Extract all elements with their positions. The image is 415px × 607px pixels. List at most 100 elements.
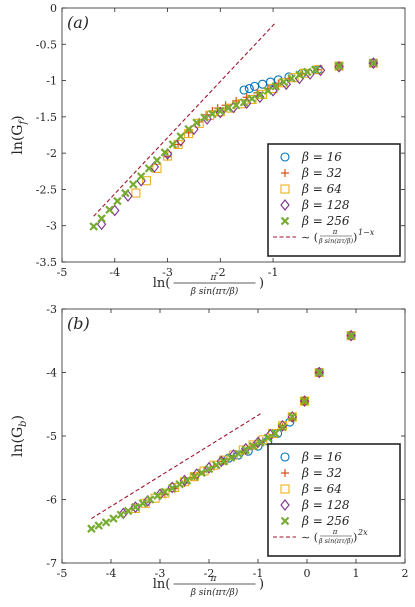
- data-point: [295, 70, 304, 80]
- x-tick-label: -2: [204, 567, 215, 580]
- data-point: [208, 109, 217, 119]
- x-tick-label: 0: [304, 567, 311, 580]
- data-point: [346, 331, 356, 340]
- data-point: [197, 468, 206, 478]
- legend-marker: [280, 452, 290, 462]
- data-point: [168, 140, 178, 149]
- legend-label: β = 32: [301, 166, 342, 180]
- data-point: [184, 124, 193, 134]
- x-label-close: ): [259, 577, 264, 592]
- x-tick-label: -5: [57, 266, 68, 279]
- data-point: [239, 98, 249, 107]
- data-point: [256, 438, 265, 447]
- data-point: [270, 429, 280, 438]
- data-point: [175, 479, 184, 489]
- y-tick-label: -3: [46, 220, 57, 233]
- x-label-numerator: π: [210, 273, 218, 283]
- data-point: [255, 90, 265, 100]
- legend-label: β = 64: [301, 482, 342, 496]
- y-tick-label: 0: [50, 2, 57, 15]
- data-point: [138, 499, 148, 508]
- data-point: [334, 60, 344, 73]
- data-point: [94, 521, 104, 530]
- panel-label: (b): [67, 314, 90, 333]
- legend-marker: [281, 469, 289, 477]
- x-tick-label: 1: [353, 567, 360, 580]
- legend-label: β = 128: [301, 198, 350, 212]
- legend-marker: [280, 484, 290, 494]
- y-tick-label: -5: [46, 430, 57, 443]
- data-point: [113, 196, 122, 206]
- y-axis-label: ln(Gf): [10, 115, 29, 154]
- data-point: [279, 77, 288, 87]
- data-point: [223, 103, 233, 113]
- y-tick-label: -6: [46, 494, 57, 507]
- data-point: [152, 156, 162, 165]
- legend-label: β = 256: [301, 514, 350, 528]
- data-point: [176, 132, 186, 141]
- legend-label: β = 32: [301, 466, 342, 480]
- legend-ref-num: π: [332, 228, 338, 236]
- legend-ref-exponent: 1−x: [358, 228, 375, 237]
- x-label-numerator: π: [210, 574, 218, 584]
- data-point: [247, 94, 257, 103]
- x-tick-label: -4: [109, 266, 120, 279]
- data-point: [97, 214, 106, 223]
- data-point: [315, 64, 326, 77]
- y-tick-label: -1.5: [36, 111, 57, 124]
- data-point: [288, 412, 297, 422]
- legend-marker: [280, 152, 290, 162]
- data-point: [160, 487, 170, 497]
- x-axis-label: ln(π β sin(πτ/β)): [153, 273, 264, 297]
- data-point: [226, 453, 236, 462]
- data-point: [160, 148, 170, 157]
- data-point: [234, 449, 243, 459]
- legend-ref-den: β sin(πτ/β): [318, 537, 354, 545]
- data-point: [109, 514, 118, 523]
- data-point: [369, 58, 378, 68]
- data-point: [244, 84, 254, 94]
- y-tick-label: -2.5: [36, 183, 57, 196]
- legend-ref-close: ): [353, 531, 357, 544]
- legend: β = 16 β = 32 β = 64 β = 128 β = 256 ∼ (πβ si…: [267, 143, 401, 257]
- legend-label: β = 128: [301, 498, 350, 512]
- data-point: [334, 61, 344, 71]
- data-point: [116, 510, 126, 520]
- data-point: [263, 86, 273, 96]
- data-point: [131, 188, 141, 198]
- y-tick-label: -4: [46, 367, 57, 380]
- legend-marker: [281, 169, 289, 177]
- legend-reference-label: ∼ (πβ sin(πτ/β)) 1−x: [301, 228, 375, 245]
- legend-label: β = 64: [301, 182, 342, 196]
- data-point: [204, 464, 214, 474]
- data-point: [231, 100, 241, 110]
- x-tick-label: -1: [268, 266, 279, 279]
- data-point: [215, 106, 226, 119]
- data-point: [239, 85, 249, 95]
- data-point: [212, 460, 221, 470]
- data-point: [167, 483, 177, 493]
- series-256: [87, 331, 356, 533]
- data-point: [190, 472, 199, 481]
- x-tick-label: -2: [215, 266, 226, 279]
- data-point: [141, 176, 151, 186]
- data-point: [314, 368, 324, 377]
- x-axis-label: ln( π β sin(πτ/β)): [153, 574, 264, 598]
- x-label-denominator: β sin(πτ/β): [190, 587, 239, 598]
- data-point: [303, 67, 312, 77]
- legend-marker: [280, 184, 290, 194]
- y-tick-label: -1: [46, 75, 57, 88]
- x-tick-label: -1: [253, 567, 264, 580]
- panel-b: -5 -4 -3 -2 -1 0 1 2-3-4-5-6-7(b)ln(πβ sin(πτ/β…: [10, 303, 409, 598]
- legend-ref-tilde: ∼ (: [301, 531, 318, 544]
- legend-ref-num: π: [332, 528, 338, 536]
- panel-label: (a): [67, 13, 89, 32]
- x-label-ln: ln(: [153, 577, 171, 592]
- data-point: [182, 476, 192, 485]
- data-point: [87, 524, 96, 533]
- data-point: [278, 422, 287, 432]
- legend-ref-exponent: 2x: [357, 528, 368, 537]
- data-point: [105, 205, 114, 215]
- data-point: [287, 74, 296, 83]
